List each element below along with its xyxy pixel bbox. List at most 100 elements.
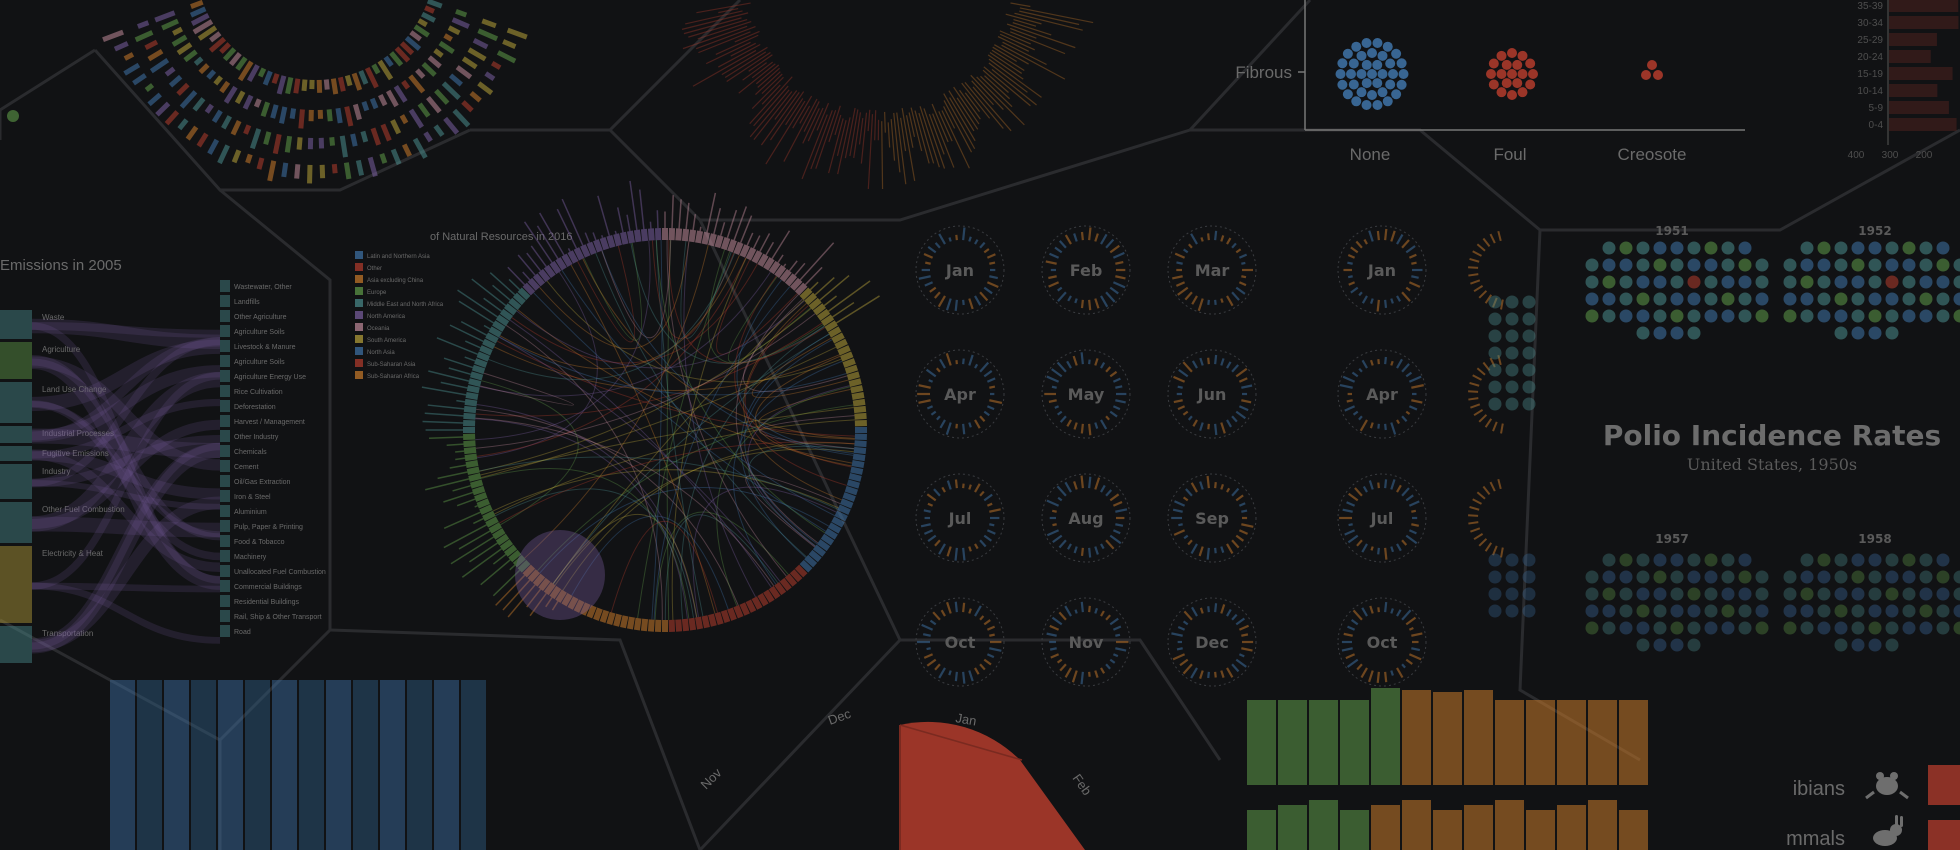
chord-spike (502, 579, 531, 611)
chord-arc (763, 257, 775, 271)
state-dot (1817, 241, 1831, 255)
state-dot (1670, 604, 1684, 618)
calendar-tick (1361, 295, 1368, 304)
calendar-tick (1241, 399, 1252, 404)
calendar-tick (1112, 529, 1121, 535)
ring-bar (344, 106, 354, 127)
calendar-tick (1344, 405, 1356, 412)
calendar-ring (1041, 473, 1131, 563)
calendar-tick (922, 633, 931, 637)
calendar-tick (1056, 658, 1063, 664)
burst-line (749, 89, 790, 138)
chord-legend-swatch (355, 323, 363, 331)
calendar-tick (1468, 397, 1479, 401)
calendar-tick (1384, 479, 1388, 489)
state-dot (1602, 553, 1616, 567)
burst-line (983, 66, 1031, 107)
histogram-tick-label: 20-24 (1857, 52, 1883, 63)
calendar-tick (1238, 281, 1247, 287)
chord-arc (812, 544, 827, 557)
chord-arc (733, 241, 744, 255)
calendar-tick (1347, 625, 1356, 631)
calendar-tick (1191, 295, 1198, 305)
calendar-tick (1405, 410, 1411, 415)
ring-bar (420, 11, 436, 23)
burst-line (828, 105, 841, 143)
calendar-tick (1094, 358, 1099, 366)
chord-arc (853, 446, 867, 455)
burst-line (721, 46, 768, 76)
chord-arc (508, 297, 522, 311)
calendar-tick (989, 523, 995, 527)
scatter-dot-none (1342, 89, 1353, 100)
radial-burst-chart (681, 2, 1094, 190)
chord-arc (816, 308, 831, 321)
state-dot (1687, 241, 1701, 255)
calendar-month-label: Mar (1195, 261, 1230, 280)
chord-arc (799, 559, 813, 573)
state-dot (1488, 397, 1502, 411)
chord-spike (626, 214, 631, 232)
spiral-month-jan: Jan (954, 710, 977, 728)
calendar-tick (1094, 670, 1099, 678)
calendar-tick (1405, 494, 1414, 502)
scatter-dot-none (1367, 48, 1377, 58)
calendar-tick (1350, 619, 1359, 626)
state-dot (1800, 292, 1814, 306)
stacked-bar-bottom (1495, 800, 1524, 850)
scatter-dot-creosote (1653, 70, 1663, 80)
state-dot (1851, 621, 1865, 635)
chord-arc (647, 619, 655, 632)
calendar-tick (989, 508, 1001, 513)
burst-line (757, 67, 780, 88)
burst-line (908, 112, 916, 138)
state-dot (1704, 275, 1718, 289)
chord-arc (599, 609, 610, 624)
calendar-month-label: Dec (1195, 633, 1229, 652)
state-dot (1834, 553, 1848, 567)
state-dot (1670, 292, 1684, 306)
chord-ribbon (493, 346, 840, 391)
calendar-tick (1235, 617, 1246, 626)
calendar-tick (1235, 494, 1244, 502)
sankey-source-label: Agriculture (42, 345, 81, 354)
state-dot (1687, 587, 1701, 601)
burst-line (858, 118, 864, 145)
calendar-tick (1207, 299, 1210, 305)
chord-arc (647, 228, 655, 241)
chord-arc (463, 412, 476, 420)
chord-spike (471, 278, 507, 307)
state-dot (1868, 326, 1882, 340)
chord-spike (771, 230, 791, 260)
sankey-source-node (0, 426, 32, 443)
stacked-bar-top (1588, 700, 1617, 785)
chord-ribbon (533, 292, 827, 532)
state-dot (1919, 570, 1933, 584)
calendar-tick (1411, 509, 1417, 513)
calendar-tick (979, 539, 987, 548)
chord-arc (784, 273, 798, 287)
burst-line (964, 81, 1004, 129)
chord-arc (471, 485, 486, 496)
chord-arc (768, 585, 781, 600)
calendar-tick (1482, 237, 1491, 247)
calendar-tick (1080, 601, 1084, 613)
burst-line (774, 90, 798, 120)
state-dot (1488, 570, 1502, 584)
ring-bar (469, 90, 482, 103)
calendar-tick (940, 609, 946, 617)
calendar-tick (1051, 385, 1057, 389)
burst-line (991, 68, 1037, 106)
state-dot (1505, 312, 1519, 326)
calendar-tick (1051, 368, 1063, 378)
striped-bar-chart (110, 680, 486, 850)
state-dot (1653, 587, 1667, 601)
chord-legend-label: Sub-Saharan Asia (367, 362, 416, 368)
burst-line (949, 97, 976, 142)
calendar-tick (1105, 366, 1112, 373)
calendar-tick (1469, 258, 1480, 263)
calendar-tick (1472, 374, 1482, 381)
calendar-tick (933, 488, 941, 497)
calendar-tick (989, 633, 995, 637)
